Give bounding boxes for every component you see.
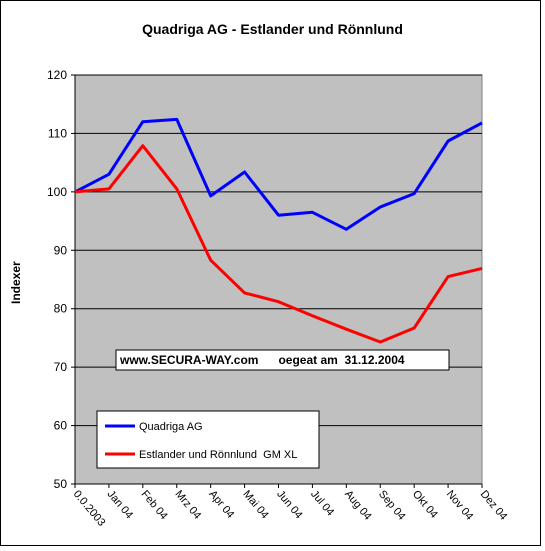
y-tick-label: 80	[54, 302, 68, 316]
legend-label-1: Quadriga AG	[139, 421, 203, 433]
series-line-2	[74, 144, 483, 344]
annotation-box	[115, 349, 450, 371]
y-tick-label: 120	[47, 68, 67, 82]
y-axis-label: Indexer	[9, 261, 23, 304]
series-line-1	[74, 117, 483, 231]
annotation-text: www.SECURA-WAY.com oegeat am 31.12.2004	[119, 353, 405, 367]
y-tick-label: 50	[54, 477, 68, 491]
y-tick-label: 90	[54, 243, 68, 257]
legend-label-2: Estlander und Rönnlund GM XL	[139, 449, 297, 461]
y-tick-label: 70	[54, 360, 68, 374]
y-tick-label: 110	[48, 126, 67, 140]
y-tick-label: 100	[47, 185, 67, 199]
legend-box	[96, 410, 320, 469]
chart-title: Quadriga AG - Estlander und Rönnlund	[142, 21, 403, 37]
y-tick-label: 60	[54, 419, 68, 433]
